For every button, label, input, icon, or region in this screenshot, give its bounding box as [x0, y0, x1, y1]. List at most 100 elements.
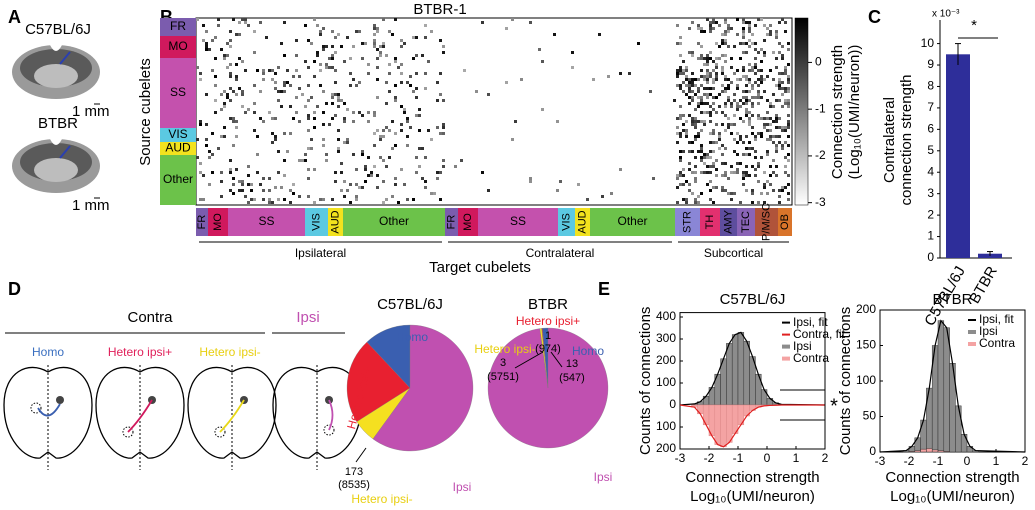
axis-label: Counts of connections	[637, 307, 654, 455]
heatmap-cell	[742, 183, 745, 186]
panel-label: C	[868, 7, 881, 27]
heatmap-cell	[268, 198, 271, 201]
heatmap-cell	[337, 150, 340, 153]
heatmap-cell	[373, 165, 376, 168]
heatmap-cell	[529, 180, 532, 183]
heatmap-cell	[694, 156, 697, 159]
heatmap-cell	[748, 174, 751, 177]
brain-core	[34, 158, 78, 182]
heatmap-cell	[769, 30, 772, 33]
slice-label: 173	[345, 466, 363, 478]
heatmap-cell	[736, 132, 739, 135]
heatmap-cell	[199, 120, 202, 123]
y-tick-label: 6	[927, 122, 934, 136]
heatmap-cell	[757, 18, 760, 21]
heatmap-cell	[346, 36, 349, 39]
heatmap-cell	[271, 132, 274, 135]
y-tick-label: 1	[927, 229, 934, 243]
heatmap-cell	[787, 153, 790, 156]
heatmap-cell	[481, 21, 484, 24]
heatmap-cell	[700, 75, 703, 78]
target-site	[122, 426, 134, 438]
target-group	[558, 208, 575, 236]
heatmap-cell	[283, 84, 286, 87]
heatmap-cell	[766, 27, 769, 30]
heatmap-cell	[763, 51, 766, 54]
heatmap-cell	[733, 93, 736, 96]
heatmap-cell	[772, 189, 775, 192]
y-tick-label: 2	[927, 207, 934, 221]
heatmap-cell	[754, 168, 757, 171]
heatmap-cell	[259, 183, 262, 186]
heatmap-cell	[724, 105, 727, 108]
heatmap-cell	[766, 150, 769, 153]
heatmap-cell	[541, 60, 544, 63]
heatmap-cell	[757, 51, 760, 54]
heatmap-cell	[718, 105, 721, 108]
heatmap-cell	[751, 96, 754, 99]
heatmap-cell	[724, 102, 727, 105]
heatmap-cell	[781, 189, 784, 192]
heatmap-cell	[769, 24, 772, 27]
heatmap-cell	[748, 120, 751, 123]
heatmap-cell	[229, 39, 232, 42]
heatmap-cell	[721, 42, 724, 45]
connection	[328, 399, 334, 431]
heatmap-cell	[730, 102, 733, 105]
plot-frame	[679, 312, 826, 450]
heatmap-cell	[748, 24, 751, 27]
heatmap-cell	[760, 192, 763, 195]
heatmap-cell	[724, 30, 727, 33]
heatmap-cell	[229, 117, 232, 120]
heatmap-cell	[364, 42, 367, 45]
heatmap-cell	[733, 72, 736, 75]
fit-curve	[679, 404, 825, 448]
slice-label: Homo	[572, 344, 604, 358]
heatmap-cell	[298, 75, 301, 78]
heatmap-cell	[283, 81, 286, 84]
heatmap-cell	[727, 27, 730, 30]
heatmap-cell	[199, 123, 202, 126]
heatmap-cell	[229, 159, 232, 162]
heatmap-cell	[265, 36, 268, 39]
heatmap-cell	[694, 78, 697, 81]
heatmap-cell	[226, 54, 229, 57]
heatmap-cell	[418, 147, 421, 150]
heatmap-cell	[787, 99, 790, 102]
heatmap-cell	[313, 111, 316, 114]
heatmap-cell	[244, 195, 247, 198]
heatmap-cell	[397, 66, 400, 69]
heatmap-cell	[787, 174, 790, 177]
colorbar-tick-label: 0	[815, 55, 822, 69]
heatmap-cell	[700, 150, 703, 153]
heatmap-cell	[700, 27, 703, 30]
bar	[978, 253, 1002, 258]
colorbar-tick-label: -2	[815, 148, 826, 162]
heatmap-cell	[688, 168, 691, 171]
heatmap-cell	[247, 24, 250, 27]
heatmap-cell	[700, 156, 703, 159]
hist-bar	[926, 448, 933, 453]
heatmap-cell	[619, 168, 622, 171]
hist-bar	[943, 451, 950, 453]
heatmap-cell	[241, 18, 244, 21]
slice-label: 3	[500, 357, 506, 369]
y-tick-label: 3	[927, 186, 934, 200]
heatmap-cell	[214, 99, 217, 102]
heatmap-cell	[367, 72, 370, 75]
heatmap-cell	[736, 153, 739, 156]
heatmap-cell	[682, 168, 685, 171]
heatmap-cell	[481, 171, 484, 174]
heatmap-cell	[382, 45, 385, 48]
heatmap-cell	[319, 63, 322, 66]
heatmap-cell	[742, 66, 745, 69]
heatmap-cell	[724, 162, 727, 165]
heatmap-cell	[676, 117, 679, 120]
strain-label: C57BL/6J	[25, 21, 91, 38]
heatmap-cell	[778, 189, 781, 192]
heatmap-cell	[712, 27, 715, 30]
heatmap-cell	[703, 156, 706, 159]
heatmap-cell	[520, 78, 523, 81]
heatmap-cell	[442, 165, 445, 168]
heatmap-cell	[337, 33, 340, 36]
